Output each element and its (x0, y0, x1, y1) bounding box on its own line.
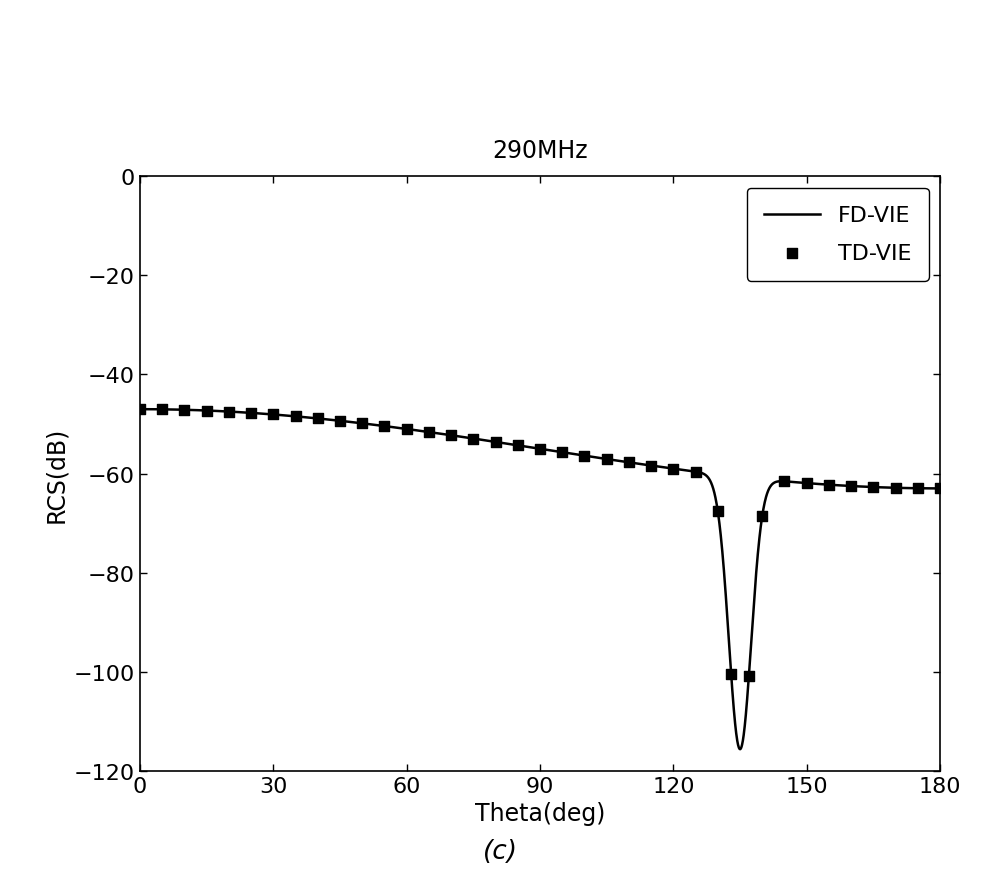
TD-VIE (723, 667, 739, 681)
TD-VIE (354, 416, 370, 431)
TD-VIE (865, 480, 881, 494)
TD-VIE (421, 425, 437, 439)
Line: FD-VIE: FD-VIE (140, 409, 940, 750)
Text: (c): (c) (482, 837, 518, 864)
TD-VIE (576, 449, 592, 463)
TD-VIE (599, 453, 615, 467)
Title: 290MHz: 290MHz (492, 139, 588, 163)
TD-VIE (310, 412, 326, 426)
FD-VIE (919, 484, 931, 494)
TD-VIE (510, 439, 526, 453)
TD-VIE (688, 465, 704, 479)
TD-VIE (132, 402, 148, 416)
TD-VIE (932, 482, 948, 496)
FD-VIE (934, 484, 946, 494)
TD-VIE (710, 504, 726, 518)
TD-VIE (399, 423, 415, 437)
TD-VIE (910, 482, 926, 496)
TD-VIE (443, 429, 459, 443)
TD-VIE (643, 459, 659, 473)
X-axis label: Theta(deg): Theta(deg) (475, 801, 605, 825)
TD-VIE (741, 669, 757, 683)
TD-VIE (554, 446, 570, 460)
FD-VIE (134, 404, 146, 415)
FD-VIE (475, 435, 487, 446)
FD-VIE (832, 480, 844, 491)
FD-VIE (441, 430, 453, 440)
Y-axis label: RCS(dB): RCS(dB) (44, 426, 68, 522)
TD-VIE (288, 409, 304, 424)
TD-VIE (488, 435, 504, 449)
TD-VIE (265, 408, 281, 422)
FD-VIE (273, 410, 285, 421)
TD-VIE (776, 475, 792, 489)
TD-VIE (465, 432, 481, 447)
TD-VIE (754, 509, 770, 524)
TD-VIE (621, 455, 637, 470)
TD-VIE (332, 414, 348, 428)
TD-VIE (376, 419, 392, 433)
TD-VIE (843, 479, 859, 494)
TD-VIE (243, 407, 259, 421)
FD-VIE (225, 407, 237, 417)
TD-VIE (799, 477, 815, 491)
TD-VIE (154, 403, 170, 417)
TD-VIE (888, 481, 904, 495)
TD-VIE (176, 403, 192, 417)
Legend: FD-VIE, TD-VIE: FD-VIE, TD-VIE (747, 189, 929, 282)
TD-VIE (221, 405, 237, 419)
FD-VIE (734, 744, 746, 755)
TD-VIE (532, 442, 548, 456)
TD-VIE (821, 478, 837, 493)
TD-VIE (665, 462, 681, 476)
TD-VIE (199, 404, 215, 418)
